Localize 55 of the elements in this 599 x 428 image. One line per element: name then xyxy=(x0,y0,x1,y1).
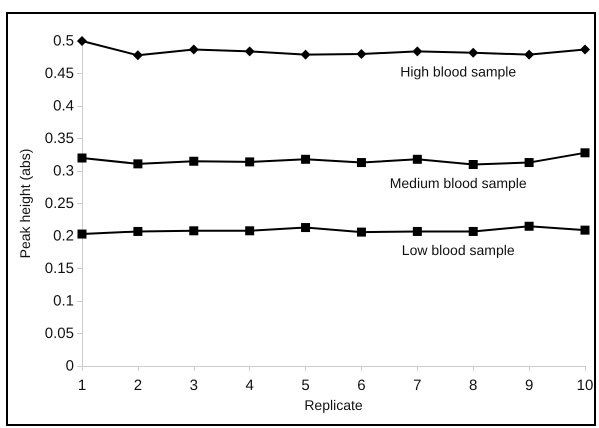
point xyxy=(78,154,86,162)
point xyxy=(300,50,311,60)
point xyxy=(133,226,142,236)
point xyxy=(412,154,422,164)
point xyxy=(524,158,534,168)
y-tick-label: 0.05 xyxy=(44,325,74,342)
x-tick-label: 6 xyxy=(357,377,366,394)
point xyxy=(580,44,590,54)
x-tick-label: 9 xyxy=(524,377,534,394)
x-tick-label: 3 xyxy=(190,377,198,394)
point xyxy=(468,160,478,169)
point xyxy=(301,154,310,164)
point xyxy=(580,226,590,235)
point xyxy=(356,49,366,59)
series-label: High blood sample xyxy=(400,64,516,80)
point xyxy=(356,158,366,168)
x-tick-label: 10 xyxy=(576,377,594,394)
point xyxy=(524,50,534,60)
y-tick-label: 0.5 xyxy=(53,32,74,50)
y-axis-title: Peak height (abs) xyxy=(17,148,33,258)
y-tick-label: 0.1 xyxy=(53,292,74,310)
x-tick-label: 7 xyxy=(413,377,422,394)
point xyxy=(78,230,86,239)
y-tick-label: 0.35 xyxy=(44,130,74,147)
point xyxy=(524,222,534,231)
y-tick-label: 0.15 xyxy=(44,260,74,277)
y-tick-label: 0 xyxy=(66,358,74,374)
point xyxy=(412,226,422,236)
point xyxy=(301,223,310,232)
point xyxy=(244,46,255,56)
x-tick-label: 2 xyxy=(134,377,142,394)
point xyxy=(133,159,142,168)
x-tick-label: 4 xyxy=(245,377,254,394)
point xyxy=(468,226,478,236)
y-tick-label: 0.3 xyxy=(53,162,74,180)
y-tick-label: 0.25 xyxy=(44,195,74,212)
point xyxy=(245,226,254,236)
y-tick-label: 0.4 xyxy=(53,98,74,114)
y-tick-label: 0.2 xyxy=(53,228,74,244)
point xyxy=(132,50,143,60)
x-tick-label: 8 xyxy=(469,377,478,394)
series-label: Medium blood sample xyxy=(390,175,527,191)
point xyxy=(468,48,478,58)
point xyxy=(188,44,199,54)
point xyxy=(245,157,254,166)
series-label: Low blood sample xyxy=(402,242,515,258)
point xyxy=(189,226,198,236)
x-tick-label: 5 xyxy=(301,377,310,394)
point xyxy=(580,148,590,158)
point xyxy=(356,228,366,237)
y-tick-label: 0.45 xyxy=(44,65,74,82)
point xyxy=(412,46,422,56)
point xyxy=(189,156,198,166)
x-tick-label: 1 xyxy=(78,377,86,394)
x-axis-title: Replicate xyxy=(304,396,363,413)
